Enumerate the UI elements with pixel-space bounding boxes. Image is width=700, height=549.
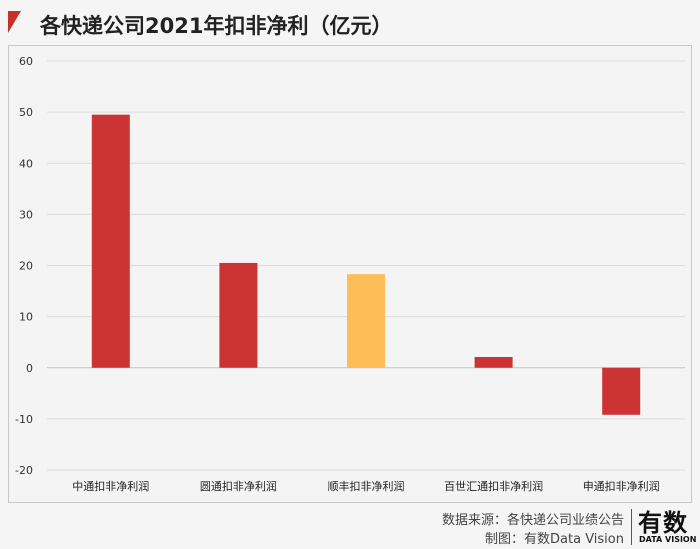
x-category-label: 中通扣非净利润 xyxy=(72,479,149,493)
y-tick-label: 10 xyxy=(19,311,33,324)
bar xyxy=(347,274,385,368)
y-tick-label: 40 xyxy=(19,157,33,170)
y-tick-label: 50 xyxy=(19,106,33,119)
y-tick-label: 20 xyxy=(19,260,33,273)
brand-logo-text: 有数 xyxy=(638,509,688,537)
y-tick-label: 60 xyxy=(19,55,33,68)
bar xyxy=(91,114,130,368)
logo-divider xyxy=(631,509,632,545)
x-category-label: 申通扣非净利润 xyxy=(583,479,660,493)
data-source-text: 数据来源：各快递公司业绩公告 xyxy=(441,513,624,528)
chart-title: 各快递公司2021年扣非净利（亿元） xyxy=(40,14,393,38)
title-accent-mark xyxy=(8,11,21,33)
y-tick-label: -20 xyxy=(15,464,33,477)
brand-logo-subtext: DATA VISION xyxy=(639,535,697,544)
chart-area: -20 -10 0 10 20 30 40 50 60 中通扣非净利润 圆通扣非净利润 顺丰扣非净利润… xyxy=(8,45,692,503)
y-tick-label: 0 xyxy=(26,362,33,375)
footer: 数据来源：各快递公司业绩公告 制图：有数Data Vision 有数 DATA … xyxy=(0,503,700,549)
chart-credit-text: 制图：有数Data Vision xyxy=(485,532,624,547)
bar xyxy=(602,367,641,415)
y-tick-label: -10 xyxy=(15,413,33,426)
x-category-label: 顺丰扣非净利润 xyxy=(328,479,405,493)
title-bar: 各快递公司2021年扣非净利（亿元） xyxy=(0,0,700,44)
bar xyxy=(474,357,513,368)
x-category-label: 百世汇通扣非净利润 xyxy=(444,479,543,493)
y-tick-label: 30 xyxy=(19,208,33,221)
bar-chart: -20 -10 0 10 20 30 40 50 60 中通扣非净利润 圆通扣非净利润 顺丰扣非净利润… xyxy=(15,55,685,493)
bar xyxy=(219,262,258,368)
x-category-label: 圆通扣非净利润 xyxy=(200,479,277,493)
